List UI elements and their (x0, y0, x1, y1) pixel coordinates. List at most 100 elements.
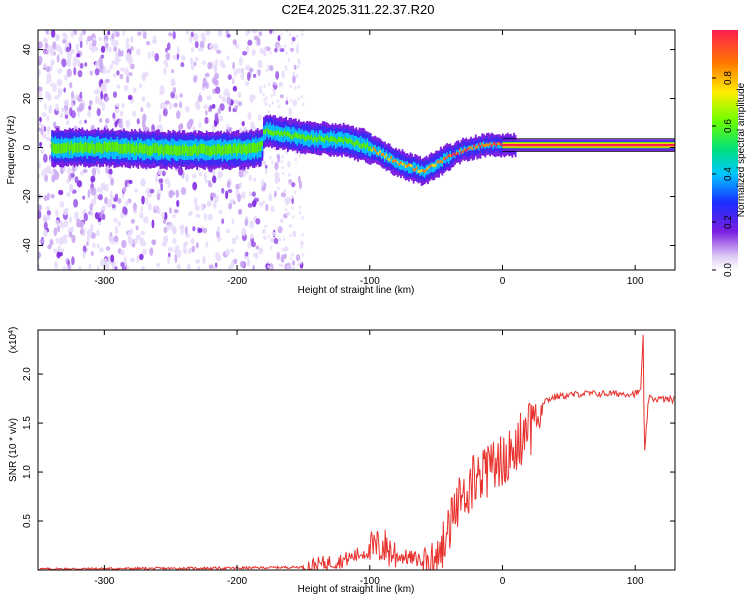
noise-speckle-153 (214, 262, 218, 268)
noise-speckle-1147 (294, 157, 298, 162)
signal-band-31 (62, 143, 65, 153)
signal-band-1003 (449, 154, 452, 157)
noise-speckle-887 (125, 42, 130, 50)
signal-band-1107 (490, 144, 493, 148)
noise-speckle-36 (247, 202, 253, 208)
noise-speckle-671 (76, 53, 81, 58)
noise-speckle-983 (157, 167, 163, 176)
signal-band-715 (334, 137, 337, 143)
signal-band-907 (411, 164, 413, 168)
signal-band-215 (135, 142, 138, 153)
noise-speckle-1092 (267, 234, 270, 238)
noise-speckle-539 (43, 153, 48, 163)
signal-band-923 (417, 169, 420, 173)
noise-speckle-1058 (167, 246, 173, 252)
signal-band-886 (403, 160, 406, 171)
signal-band-283 (162, 146, 165, 157)
noise-speckle-935 (278, 81, 284, 88)
noise-speckle-366 (198, 121, 202, 128)
noise-speckle-810 (217, 170, 223, 179)
noise-speckle-408 (94, 61, 101, 68)
signal-band-810 (372, 145, 375, 155)
noise-speckle-959 (244, 218, 249, 227)
noise-speckle-1166 (297, 262, 300, 267)
signal-band-603 (290, 134, 292, 139)
signal-band-703 (329, 136, 332, 142)
noise-speckle-620 (71, 91, 74, 99)
noise-speckle-996 (96, 88, 100, 95)
noise-speckle-1055 (76, 59, 81, 67)
noise-speckle-440 (71, 234, 76, 244)
signal-band-167 (116, 142, 119, 152)
signal-band-951 (428, 165, 431, 169)
noise-speckle-718 (219, 115, 224, 122)
signal-band-83 (83, 143, 85, 153)
noise-speckle-505 (205, 240, 209, 248)
signal-band-879 (400, 161, 402, 165)
noise-speckle-276 (176, 264, 181, 270)
noise-speckle-1050 (127, 231, 132, 240)
noise-speckle-1177 (262, 200, 266, 204)
signal-band-1007 (450, 154, 453, 158)
noise-speckle-683 (122, 206, 127, 215)
signal-band-515 (255, 143, 257, 154)
signal-band-171 (118, 143, 120, 154)
signal-band-135 (103, 141, 106, 151)
noise-speckle-536 (246, 258, 251, 268)
signal-band-719 (336, 138, 339, 144)
signal-band-1078 (479, 142, 482, 148)
signal-band-247 (148, 145, 151, 156)
noise-speckle-1028 (223, 91, 228, 96)
signal-band-627 (299, 134, 302, 140)
noise-speckle-861 (113, 197, 118, 203)
noise-speckle-995 (218, 209, 223, 215)
noise-speckle-795 (111, 60, 115, 66)
noise-speckle-1072 (274, 82, 277, 86)
noise-speckle-531 (77, 70, 83, 78)
snr-x-ticks: -300 -200 -100 0 100 (94, 330, 644, 587)
noise-speckle-314 (235, 183, 240, 190)
signal-band-51 (70, 140, 73, 151)
signal-band-115 (95, 142, 98, 153)
noise-speckle-1012 (66, 178, 70, 184)
noise-speckle-1064 (282, 171, 285, 176)
signal-band-1013 (454, 145, 456, 161)
signal-band-499 (248, 142, 251, 153)
signal-band-231 (142, 144, 144, 155)
signal-band-255 (151, 144, 154, 155)
signal-band-763 (353, 142, 356, 148)
signal-band-291 (165, 144, 168, 155)
noise-speckle-744 (268, 193, 273, 202)
signal-band-511 (253, 142, 256, 153)
signal-band-395 (207, 145, 210, 156)
signal-band-239 (145, 143, 148, 154)
noise-speckle-403 (106, 68, 110, 74)
signal-band-1011 (452, 152, 455, 156)
noise-speckle-1020 (225, 190, 229, 200)
noise-speckle-748 (38, 160, 41, 169)
noise-speckle-1101 (271, 101, 275, 105)
signal-band-1087 (482, 144, 485, 148)
noise-speckle-1125 (289, 233, 292, 238)
noise-speckle-442 (108, 168, 113, 176)
noise-speckle-430 (123, 256, 127, 264)
noise-speckle-963 (190, 47, 195, 53)
noise-speckle-1123 (289, 98, 292, 103)
noise-speckle-285 (38, 251, 42, 259)
signal-band-775 (358, 143, 361, 149)
signal-band-958 (431, 162, 434, 173)
signal-band-659 (312, 137, 315, 143)
signal-band-695 (326, 135, 329, 141)
signal-band-911 (412, 167, 415, 171)
noise-speckle-670 (193, 75, 197, 83)
signal-band-991 (444, 157, 447, 161)
noise-speckle-413 (261, 186, 266, 192)
noise-speckle-111 (48, 104, 53, 114)
snr-x-tick-label-4: 100 (627, 576, 644, 587)
signal-band-759 (352, 140, 355, 146)
noise-speckle-496 (97, 168, 101, 175)
noise-speckle-154 (146, 40, 150, 46)
noise-speckle-857 (280, 218, 284, 223)
signal-band-495 (247, 144, 249, 155)
noise-speckle-886 (55, 103, 60, 112)
